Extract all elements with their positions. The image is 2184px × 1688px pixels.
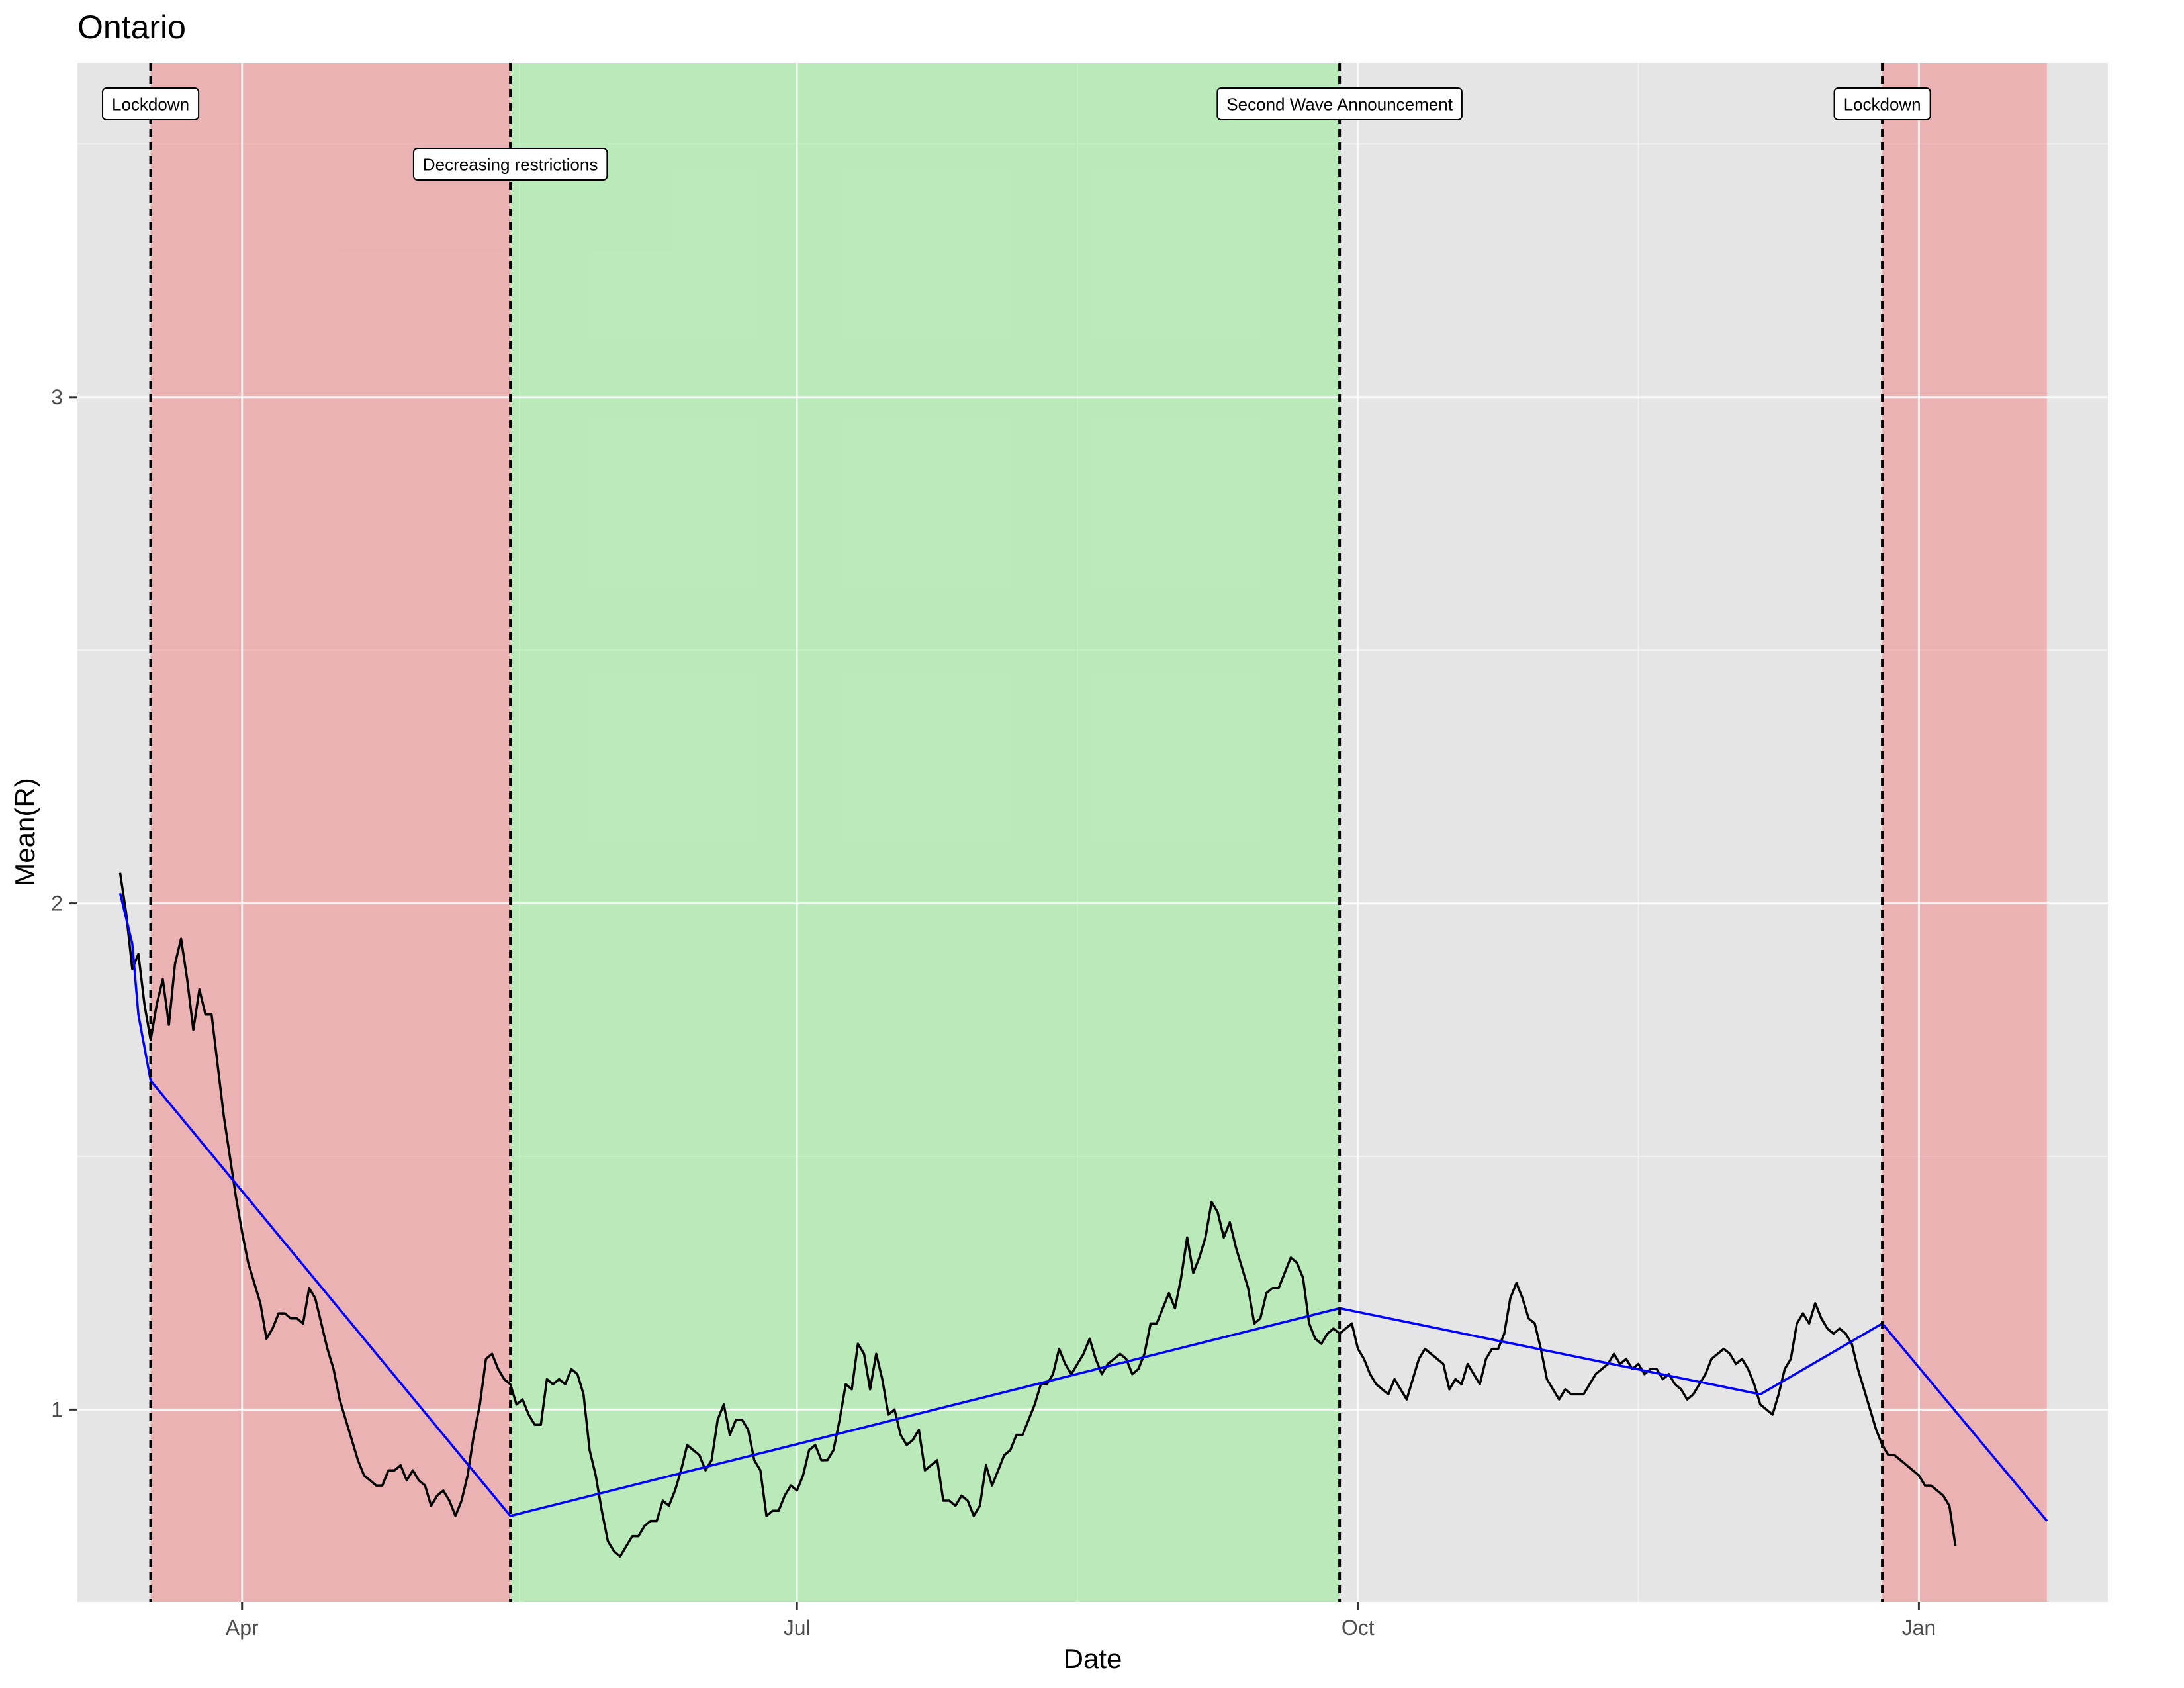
- y-tick-label: 1: [51, 1397, 63, 1421]
- major-gridlines: [77, 63, 2108, 1602]
- series-lines: [118, 872, 2048, 1558]
- shaded-regions: [150, 63, 2047, 1602]
- event-lines: Lockdown Decreasing restrictions Second Wa…: [102, 63, 1931, 1602]
- event-label-box: [102, 87, 200, 120]
- shaded-region: [510, 63, 1340, 1602]
- event-label: Second Wave Announcement: [1226, 94, 1453, 114]
- x-tick-label: Apr: [226, 1616, 259, 1640]
- y-axis-title: Mean(R): [9, 778, 40, 886]
- event-label: Decreasing restrictions: [423, 154, 598, 174]
- x-axis-title: Date: [1064, 1643, 1122, 1674]
- y-tick-label: 2: [51, 892, 63, 915]
- x-tick-label: Jan: [1902, 1616, 1936, 1640]
- series-line-black: [118, 872, 1957, 1558]
- shaded-region: [150, 63, 511, 1602]
- axes: Apr Jul Oct Jan 1 2 3: [51, 385, 1936, 1640]
- series-line-blue: [118, 892, 2048, 1522]
- event-label-box: [1216, 87, 1463, 120]
- chart-title: Ontario: [77, 9, 186, 46]
- x-tick-label: Jul: [784, 1616, 811, 1640]
- shaded-region: [1882, 63, 2047, 1602]
- event-label: Lockdown: [1844, 94, 1921, 114]
- y-tick-label: 3: [51, 385, 63, 409]
- event-label-box: [412, 148, 608, 181]
- x-tick-label: Oct: [1342, 1616, 1375, 1640]
- event-label: Lockdown: [112, 94, 189, 114]
- event-label-box: [1833, 87, 1931, 120]
